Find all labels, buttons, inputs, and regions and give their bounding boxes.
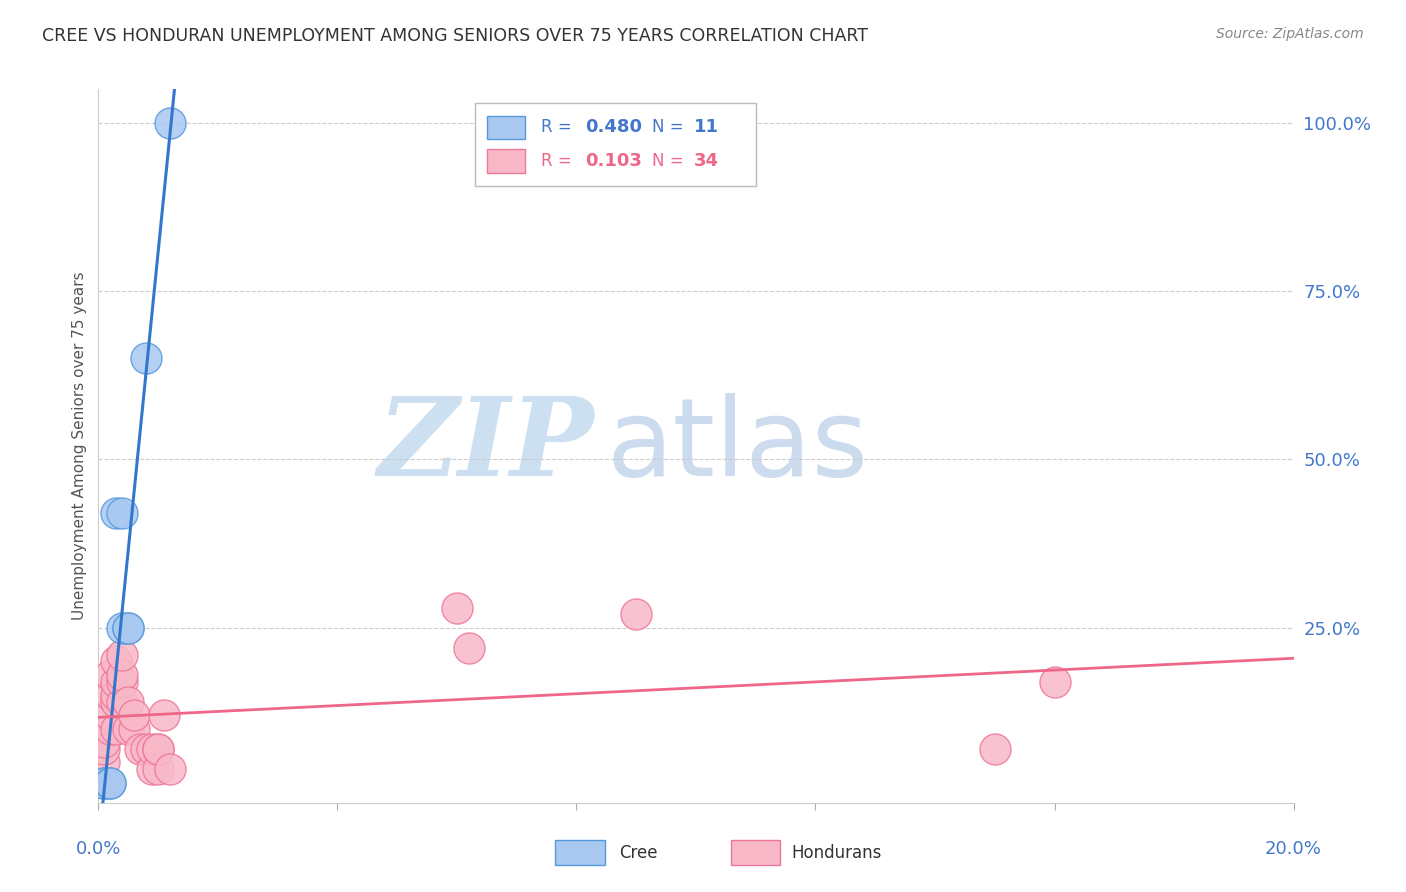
Text: atlas: atlas — [606, 393, 869, 499]
Point — [111, 674, 134, 689]
Point — [129, 742, 152, 756]
Point — [105, 506, 128, 520]
Text: CREE VS HONDURAN UNEMPLOYMENT AMONG SENIORS OVER 75 YEARS CORRELATION CHART: CREE VS HONDURAN UNEMPLOYMENT AMONG SENI… — [42, 27, 868, 45]
Text: R =: R = — [540, 119, 571, 136]
Point — [124, 708, 146, 723]
Point — [1043, 674, 1066, 689]
Point — [135, 351, 157, 366]
Point — [141, 762, 163, 776]
Point — [93, 735, 115, 749]
Point — [117, 722, 139, 736]
Point — [93, 775, 115, 789]
Point — [100, 668, 122, 682]
Text: Cree: Cree — [619, 844, 657, 862]
Point — [100, 708, 122, 723]
Point — [111, 648, 134, 662]
Point — [141, 742, 163, 756]
Point — [105, 695, 128, 709]
Point — [117, 621, 139, 635]
Text: 11: 11 — [693, 119, 718, 136]
Point — [159, 116, 181, 130]
Text: 20.0%: 20.0% — [1265, 840, 1322, 858]
Point — [105, 722, 128, 736]
Point — [100, 775, 122, 789]
Point — [111, 506, 134, 520]
Point — [148, 762, 170, 776]
Text: Source: ZipAtlas.com: Source: ZipAtlas.com — [1216, 27, 1364, 41]
FancyBboxPatch shape — [475, 103, 756, 186]
Point — [148, 742, 170, 756]
Text: 0.103: 0.103 — [585, 152, 641, 169]
Point — [93, 742, 115, 756]
Point — [100, 688, 122, 702]
Point — [984, 742, 1007, 756]
Text: R =: R = — [540, 152, 571, 169]
Point — [153, 708, 176, 723]
FancyBboxPatch shape — [486, 149, 524, 173]
Point — [111, 621, 134, 635]
Text: Hondurans: Hondurans — [792, 844, 882, 862]
Point — [135, 742, 157, 756]
Point — [93, 775, 115, 789]
Point — [446, 600, 468, 615]
Point — [148, 742, 170, 756]
Point — [105, 688, 128, 702]
Point — [100, 722, 122, 736]
Text: 34: 34 — [693, 152, 718, 169]
Point — [458, 640, 481, 655]
Y-axis label: Unemployment Among Seniors over 75 years: Unemployment Among Seniors over 75 years — [72, 272, 87, 620]
Point — [111, 695, 134, 709]
Point — [93, 756, 115, 770]
Text: 0.0%: 0.0% — [76, 840, 121, 858]
Point — [105, 655, 128, 669]
Point — [100, 775, 122, 789]
Point — [105, 674, 128, 689]
Point — [117, 695, 139, 709]
Point — [626, 607, 648, 622]
Point — [159, 762, 181, 776]
Text: N =: N = — [652, 152, 683, 169]
Text: N =: N = — [652, 119, 683, 136]
Point — [117, 621, 139, 635]
Point — [111, 668, 134, 682]
Text: ZIP: ZIP — [378, 392, 595, 500]
FancyBboxPatch shape — [486, 116, 524, 139]
Text: 0.480: 0.480 — [585, 119, 641, 136]
Point — [124, 722, 146, 736]
